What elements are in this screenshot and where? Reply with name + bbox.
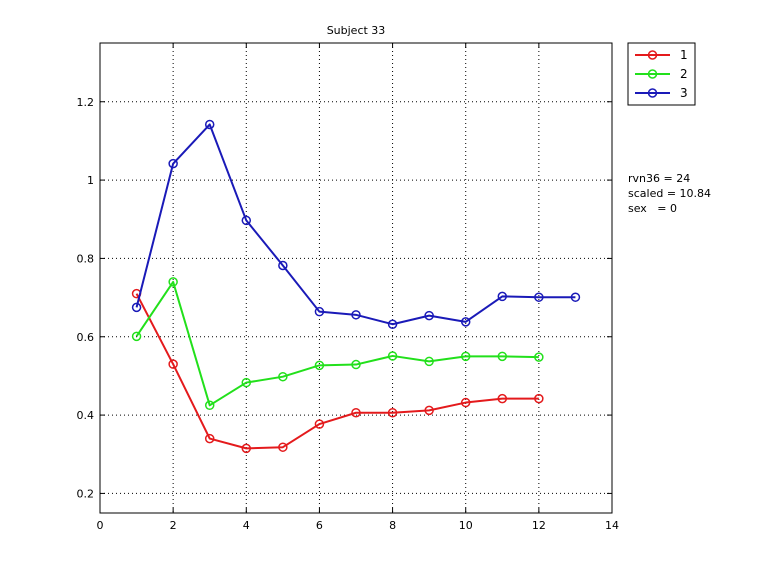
y-tick-label: 0.4 <box>77 409 95 422</box>
data-point <box>497 291 508 302</box>
data-point <box>204 400 215 411</box>
legend-item-1: 1 <box>635 48 688 62</box>
data-point <box>278 442 288 452</box>
annotation-line: scaled = 10.84 <box>628 187 711 200</box>
annotation-line: rvn36 = 24 <box>628 172 690 185</box>
data-point <box>314 419 325 429</box>
legend: 1 2 3 <box>627 42 696 106</box>
x-tick-label: 6 <box>316 519 323 532</box>
data-point <box>314 306 325 317</box>
x-tick-label: 8 <box>389 519 396 532</box>
x-tick-label: 10 <box>459 519 473 532</box>
series-1 <box>131 288 544 454</box>
data-point <box>424 405 434 416</box>
legend-item-2: 2 <box>635 67 688 81</box>
axes-frame <box>99 42 613 514</box>
data-point <box>534 292 544 302</box>
x-tick-label: 14 <box>605 519 619 532</box>
data-point <box>497 393 508 404</box>
x-tick-label: 0 <box>97 519 104 532</box>
data-point <box>314 360 325 371</box>
y-tick-label: 0.2 <box>77 487 95 500</box>
data-point <box>278 260 288 271</box>
series-line-1 <box>135 293 539 450</box>
x-tick-label: 4 <box>243 519 250 532</box>
data-point <box>497 351 508 362</box>
y-tick-label: 0.8 <box>77 252 95 265</box>
legend-label: 2 <box>680 67 688 81</box>
annotation-line: sex = 0 <box>628 202 677 215</box>
data-point <box>534 393 544 404</box>
data-point <box>460 351 471 362</box>
legend-item-3: 3 <box>635 86 688 100</box>
data-point <box>424 310 434 321</box>
legend-swatch-marker <box>647 88 658 98</box>
data-point <box>241 377 252 388</box>
data-point <box>570 292 581 302</box>
series-line-3 <box>135 123 576 326</box>
data-point <box>168 359 178 369</box>
data-point <box>460 397 471 408</box>
data-point <box>387 351 398 361</box>
axes-background <box>100 43 612 513</box>
data-point <box>241 443 252 454</box>
data-point <box>387 319 398 329</box>
series-3 <box>131 119 581 329</box>
data-point <box>131 331 142 342</box>
data-point <box>168 277 178 287</box>
data-point <box>460 317 471 327</box>
data-point <box>204 119 215 130</box>
plot-area: 0 2 4 6 8 10 12 14 0.2 0.4 0.6 0.8 1 1.2 <box>77 42 619 532</box>
annotation-block: rvn36 = 24 scaled = 10.84 sex = 0 <box>628 172 711 215</box>
chart-title: Subject 33 <box>327 24 386 37</box>
data-point <box>351 359 361 370</box>
legend-label: 3 <box>680 86 688 100</box>
data-point <box>168 158 178 169</box>
legend-swatch-marker <box>647 69 658 79</box>
data-point <box>241 215 252 226</box>
data-point <box>534 352 544 362</box>
data-point <box>204 433 215 444</box>
series-line-2 <box>135 280 539 407</box>
y-tick-label: 0.6 <box>77 331 95 344</box>
data-point <box>278 371 288 382</box>
y-tick-label: 1 <box>87 174 94 187</box>
legend-label: 1 <box>680 48 688 62</box>
y-tick-label: 1.2 <box>77 96 95 109</box>
data-point <box>131 302 142 313</box>
x-tick-label: 2 <box>170 519 177 532</box>
data-point <box>387 407 398 418</box>
data-point <box>351 310 361 320</box>
legend-swatch-marker <box>647 50 658 60</box>
x-tick-label: 12 <box>532 519 546 532</box>
data-point <box>424 356 434 367</box>
data-point <box>351 407 361 418</box>
series-2 <box>131 277 544 411</box>
